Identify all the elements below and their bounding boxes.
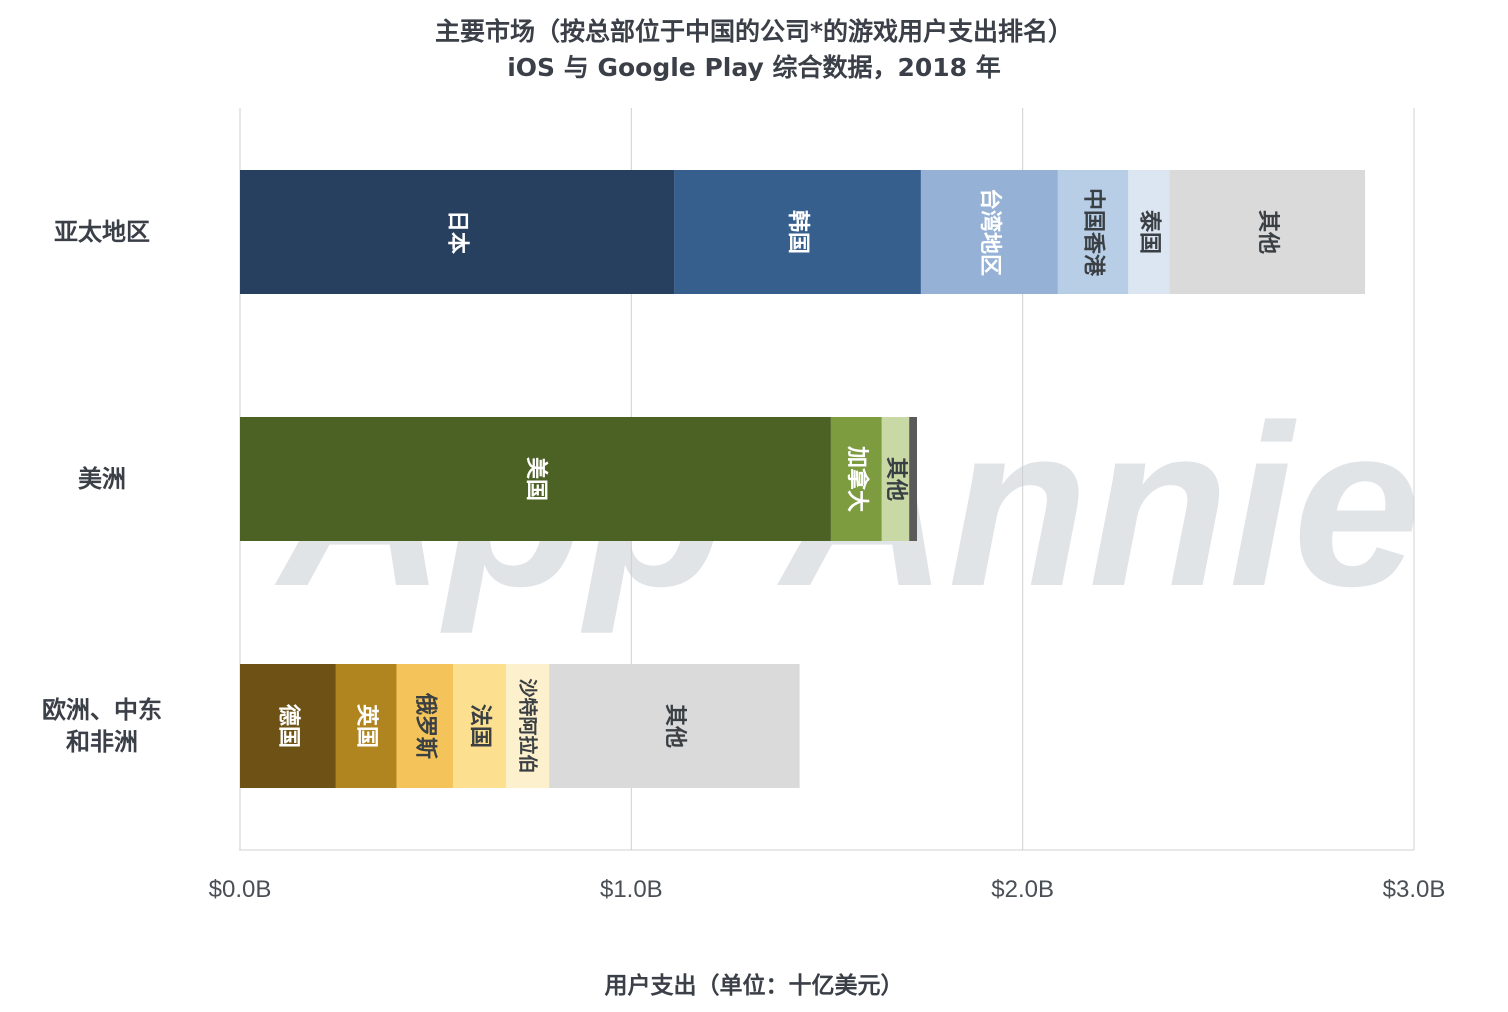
chart-title: 主要市场（按总部位于中国的公司*的游戏用户支出排名） [434, 17, 1074, 46]
bar-segment-0-2 [920, 170, 1058, 294]
bar-segment-0-3 [1057, 170, 1129, 294]
bar-segment-2-2 [396, 664, 454, 788]
bar-segment-0-5 [1169, 170, 1366, 294]
bar-segment-1-1 [830, 417, 882, 541]
category-label-2-1: 和非洲 [66, 728, 138, 756]
bar-segment-2-5 [549, 664, 800, 788]
bar-segment-1-3 [909, 417, 918, 541]
x-tick-label-2: $2.0B [991, 876, 1054, 903]
bar-segment-1-2 [881, 417, 910, 541]
segment-label-1-2: 其他 [883, 457, 908, 501]
chart-subtitle: iOS 与 Google Play 综合数据，2018 年 [507, 53, 1001, 82]
x-tick-label-0: $0.0B [209, 876, 272, 903]
segment-label-2-1: 英国 [354, 704, 379, 748]
segment-label-2-2: 俄罗斯 [412, 692, 438, 759]
bar-segment-2-1 [335, 664, 397, 788]
segment-label-0-5: 其他 [1255, 210, 1280, 254]
bar-segment-0-4 [1128, 170, 1170, 294]
bar-segment-0-0 [240, 170, 675, 294]
bar-segment-0-1 [674, 170, 921, 294]
x-tick-label-3: $3.0B [1383, 876, 1446, 903]
segment-label-0-1: 韩国 [785, 210, 811, 254]
segment-label-2-4: 沙特阿拉伯 [517, 678, 540, 773]
category-label-0: 亚太地区 [54, 218, 150, 246]
segment-label-2-3: 法国 [467, 704, 492, 748]
bar-segment-2-4 [506, 664, 550, 788]
segment-label-0-3: 中国香港 [1081, 188, 1106, 277]
segment-label-0-4: 泰国 [1136, 209, 1161, 254]
segment-label-2-5: 其他 [662, 704, 687, 748]
segment-label-2-0: 德国 [275, 704, 301, 748]
bar-segment-2-3 [453, 664, 507, 788]
bar-segment-2-0 [240, 664, 336, 788]
x-tick-label-1: $1.0B [600, 876, 663, 903]
segment-label-1-1: 加拿大 [844, 445, 870, 512]
segment-label-0-0: 日本 [445, 210, 470, 254]
segment-label-0-2: 台湾地区 [977, 188, 1003, 276]
bar-segment-1-0 [240, 417, 831, 541]
x-axis-title: 用户支出（单位：十亿美元） [604, 973, 904, 999]
segment-label-1-0: 美国 [523, 457, 549, 501]
category-label-1: 美洲 [78, 465, 126, 493]
category-label-2-0: 欧洲、中东 [42, 696, 162, 724]
